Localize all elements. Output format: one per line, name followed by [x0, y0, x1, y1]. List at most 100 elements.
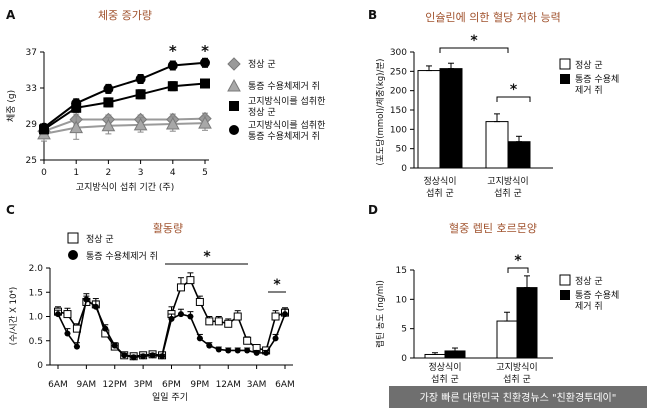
category-label: 고지방식이 섭취 군 [487, 176, 528, 199]
legend-label: 고지방식이를 섭취한 통증 수용체제거 쥐 [248, 120, 325, 142]
y-tick-label: 300 [390, 48, 407, 58]
legend-label: 통증 수용체제거 쥐 [248, 81, 320, 92]
data-point [200, 78, 210, 89]
data-point [135, 89, 146, 100]
x-tick-label: 6AM [275, 380, 295, 390]
y-tick-label: 150 [390, 106, 407, 116]
y-axis-label: (포도당(mmol)/체중(kg)/분) [375, 59, 386, 166]
data-point [64, 330, 71, 337]
data-point [215, 346, 222, 353]
x-tick-label: 12PM [102, 380, 127, 390]
data-point [69, 120, 84, 134]
panel-a-weight-gain-chart: A 체중 증가량 25 29 33 37 0 1 2 3 4 5 고지방식이 섭취 기간 (주) 체중 (… [6, 8, 325, 193]
legend-label: 정상 군 [575, 60, 603, 71]
y-tick-label: 29 [26, 120, 38, 130]
significance-marker: * [514, 253, 522, 269]
credit-text: 가장 빠른 대한민국 친환경뉴스 "친환경투데이" [420, 391, 617, 404]
y-tick-label: 2.0 [29, 264, 44, 274]
category-label: 정상식이 섭취 군 [423, 176, 456, 199]
bar [417, 70, 441, 169]
significance-bracket [496, 96, 531, 102]
y-tick-label: 1.0 [29, 313, 44, 323]
y-tick-label: 10 [396, 295, 408, 305]
data-point [205, 317, 214, 326]
series-line-1 [43, 122, 206, 135]
data-point [198, 116, 212, 129]
data-point [233, 312, 242, 321]
series-line-2 [43, 82, 206, 131]
chart-title: 체중 증가량 [98, 9, 152, 22]
legend-marker [229, 125, 239, 135]
legend-label: 통증 수용체제거 쥐 [86, 251, 158, 262]
bar [444, 350, 466, 359]
data-point [103, 83, 114, 94]
legend-swatch [560, 290, 570, 300]
significance-marker: * [510, 82, 518, 98]
data-point [195, 297, 204, 306]
x-tick-label: 12AM [216, 380, 241, 390]
panel-letter: C [6, 203, 15, 217]
data-point [39, 122, 49, 133]
x-tick-label: 9PM [190, 380, 209, 390]
x-tick-label: 3PM [134, 380, 153, 390]
y-tick-label: 0 [401, 164, 407, 174]
bar [496, 320, 518, 359]
significance-marker: * [201, 42, 209, 60]
data-point [186, 276, 195, 285]
data-point [282, 311, 288, 318]
data-point [135, 74, 146, 84]
legend-marker [227, 57, 241, 71]
data-point [111, 342, 118, 349]
data-point [225, 347, 232, 354]
x-tick-label: 4 [170, 168, 176, 178]
category-label: 고지방식이 섭취 군 [496, 362, 537, 385]
panel-letter: B [368, 8, 377, 22]
panel-letter: D [368, 203, 378, 217]
x-tick-label: 6AM [48, 380, 68, 390]
data-point [177, 311, 184, 318]
data-point [168, 315, 175, 322]
data-point [149, 352, 156, 359]
legend-marker [229, 101, 239, 111]
data-point [214, 317, 223, 326]
data-point [92, 303, 99, 310]
y-tick-label: 33 [26, 84, 37, 94]
data-point [243, 336, 252, 345]
data-point [272, 335, 279, 342]
bar [439, 68, 463, 169]
data-point [121, 352, 128, 359]
y-axis-label: 체중 (g) [6, 90, 17, 122]
x-tick-label: 9AM [77, 380, 97, 390]
data-point [234, 347, 241, 354]
data-point [83, 296, 90, 303]
y-axis-label: (수/시간 X 10⁴) [8, 287, 19, 345]
legend-swatch [559, 58, 571, 70]
series-line-3 [43, 61, 206, 129]
panel-b-insulin-glucose-chart: B 인슐린에 의한 혈당 저하 능력 0 50 100 150 200 250 300 (포도당(… [368, 8, 619, 199]
significance-marker: * [169, 42, 177, 60]
data-point [167, 60, 178, 71]
bar [424, 353, 446, 359]
panel-letter: A [6, 8, 16, 22]
data-point [140, 353, 147, 360]
legend-marker [227, 78, 241, 92]
y-tick-label: 15 [396, 266, 407, 276]
legend-swatch [68, 250, 78, 260]
bar [485, 121, 509, 169]
legend-label: 정상 군 [575, 276, 603, 287]
chart-title: 혈중 렙틴 호르몬양 [449, 221, 537, 235]
x-tick-label: 1 [73, 168, 79, 178]
x-tick-label: 2 [106, 168, 112, 178]
data-point [206, 342, 213, 349]
y-tick-label: 0.5 [29, 337, 43, 347]
category-label: 정상식이 섭취 군 [428, 362, 461, 385]
legend-swatch [560, 74, 570, 84]
data-point [253, 349, 260, 356]
data-point [224, 319, 233, 328]
y-axis-label: 렙틴 농도 (ng/ml) [375, 280, 386, 348]
significance-marker: * [470, 33, 478, 49]
data-point [244, 347, 251, 354]
x-axis-label: 고지방식이 섭취 기간 (주) [76, 182, 174, 193]
legend-label: 고지방식이를 섭취한 정상 군 [248, 96, 325, 118]
